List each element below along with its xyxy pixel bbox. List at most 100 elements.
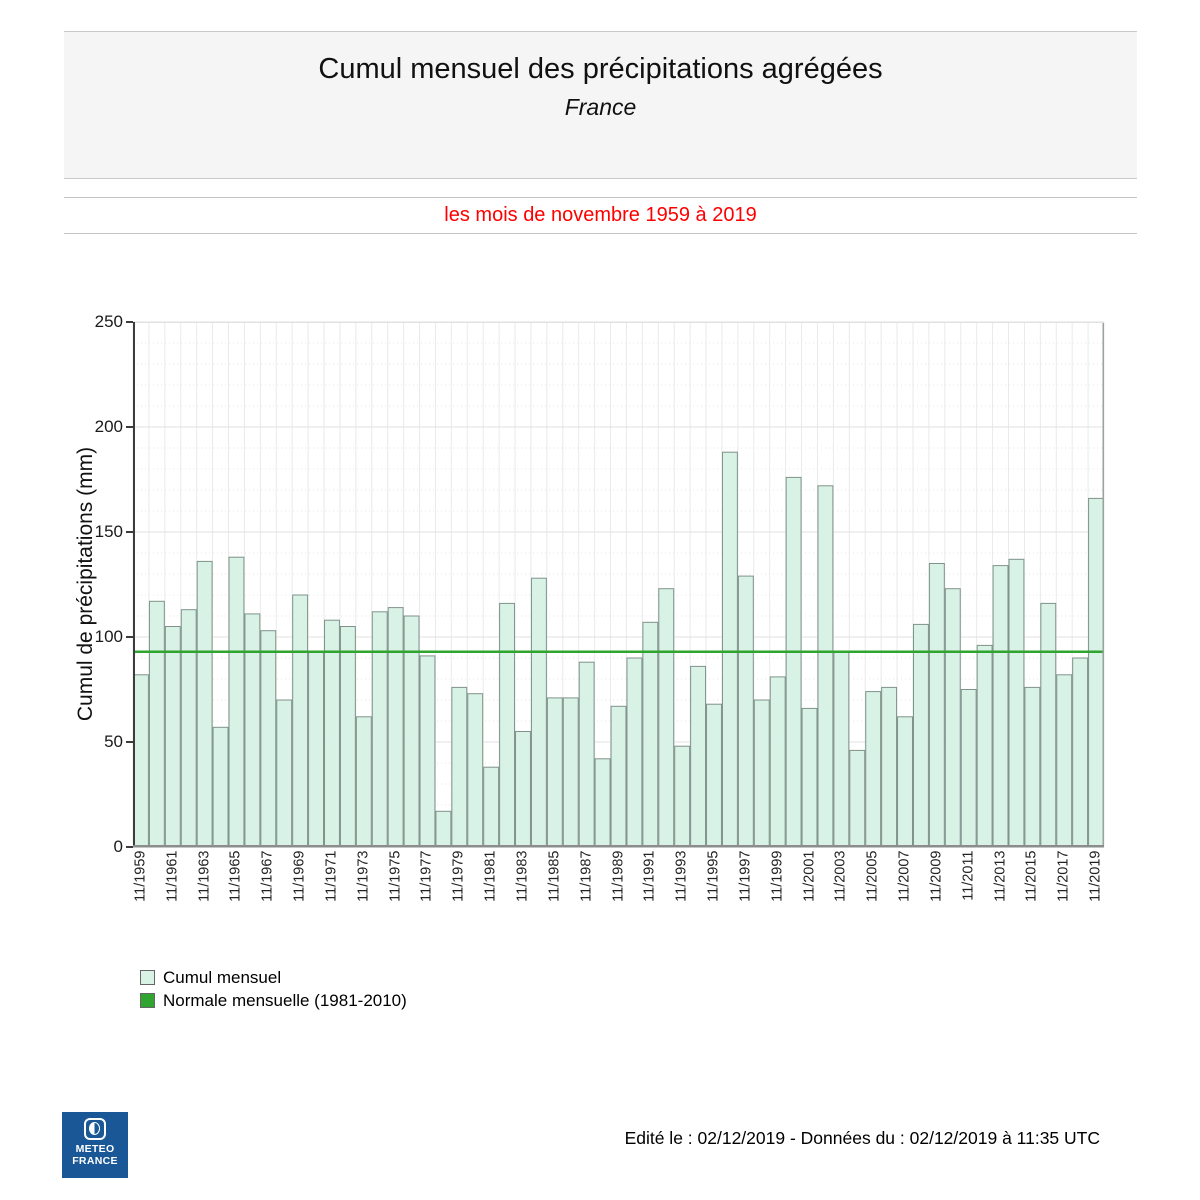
y-tick-mark <box>126 321 133 323</box>
bar-11/1959 <box>133 674 149 848</box>
bar-11/1966 <box>244 613 261 848</box>
legend-swatch-cumul-icon <box>140 970 155 985</box>
legend-label-cumul: Cumul mensuel <box>163 967 282 987</box>
x-axis-label: 11/1963 <box>196 850 213 902</box>
bar-11/2003 <box>833 651 850 848</box>
page-subtitle: France <box>564 94 637 120</box>
bar-11/2004 <box>849 749 866 848</box>
bar-11/1985 <box>546 697 563 848</box>
header-box: Cumul mensuel des précipitations agrégée… <box>64 31 1137 179</box>
period-banner: les mois de novembre 1959 à 2019 <box>64 197 1137 234</box>
bar-11/1992 <box>658 588 675 848</box>
bar-11/1977 <box>419 655 436 848</box>
x-axis-label: 11/1973 <box>355 850 372 902</box>
x-axis-label: 11/1967 <box>259 850 276 902</box>
x-axis-label: 11/2011 <box>960 850 977 901</box>
y-tick-mark <box>126 741 133 743</box>
bar-11/1980 <box>467 693 484 848</box>
x-axis-label: 11/1983 <box>514 850 531 902</box>
period-banner-text: les mois de novembre 1959 à 2019 <box>444 204 757 226</box>
bar-11/1972 <box>339 626 356 848</box>
bar-11/1963 <box>196 560 213 848</box>
x-axis-label: 11/1987 <box>578 850 595 902</box>
bar-11/1974 <box>371 611 388 848</box>
bar-11/2007 <box>897 716 913 848</box>
bar-11/1971 <box>324 619 340 848</box>
bar-11/1991 <box>642 621 659 848</box>
bar-11/2002 <box>817 485 834 848</box>
legend: Cumul mensuel Normale mensuelle (1981-20… <box>140 966 407 1012</box>
x-axis-label: 11/1971 <box>323 850 340 902</box>
legend-label-normale: Normale mensuelle (1981-2010) <box>163 990 407 1010</box>
bar-11/2017 <box>1056 674 1073 848</box>
bar-11/1960 <box>148 600 165 848</box>
bar-11/1969 <box>292 594 309 848</box>
bar-11/1964 <box>212 726 229 848</box>
bar-11/1999 <box>769 676 786 848</box>
bar-11/1996 <box>721 451 738 848</box>
bar-11/2019 <box>1088 497 1105 848</box>
y-tick-mark <box>126 531 133 533</box>
meteo-france-moon-icon <box>84 1118 106 1140</box>
x-axis-label: 11/2001 <box>801 850 818 902</box>
y-axis-label: 100 <box>94 627 123 646</box>
bar-11/1970 <box>308 651 325 848</box>
y-axis-title: Cumul de précipitations (mm) <box>74 446 97 722</box>
bar-11/1989 <box>610 705 627 848</box>
bar-11/2006 <box>881 686 898 848</box>
x-axis-label: 11/2007 <box>896 850 913 902</box>
bar-11/1973 <box>355 716 372 848</box>
y-axis-label: 0 <box>113 837 123 856</box>
x-axis-label: 11/2013 <box>992 850 1009 902</box>
x-axis-label: 11/2017 <box>1055 850 1072 902</box>
bar-11/2009 <box>928 563 945 848</box>
bar-11/1967 <box>260 630 277 848</box>
bar-11/2011 <box>960 689 977 848</box>
precipitation-chart: Cumul de précipitations (mm) 0 50 100 150 20… <box>74 312 1105 902</box>
legend-item-cumul-mensuel: Cumul mensuel <box>140 966 407 989</box>
bar-11/1988 <box>594 758 611 848</box>
bar-11/1998 <box>753 699 770 848</box>
x-axis-label: 11/2015 <box>1023 850 1040 902</box>
bar-11/1968 <box>276 699 293 848</box>
x-axis-label: 11/1991 <box>641 850 658 902</box>
bar-11/2001 <box>801 707 818 848</box>
bar-11/2008 <box>912 623 929 848</box>
bar-11/2013 <box>992 565 1009 848</box>
y-tick-mark <box>126 846 133 848</box>
bar-11/2000 <box>785 476 802 848</box>
x-axis-label: 11/1995 <box>705 850 722 902</box>
bar-11/2010 <box>944 588 961 848</box>
footer-edit-info: Edité le : 02/12/2019 - Données du : 02/… <box>624 1128 1100 1148</box>
x-axis-label: 11/1979 <box>450 850 467 902</box>
chart-canvas <box>132 321 1105 848</box>
bar-11/1995 <box>706 703 722 848</box>
bar-11/2015 <box>1024 686 1041 848</box>
x-axis-label: 11/2003 <box>832 850 849 902</box>
y-tick-mark <box>126 636 133 638</box>
bar-11/1979 <box>451 686 468 848</box>
bar-11/1993 <box>674 745 691 848</box>
x-axis-label: 11/2005 <box>864 850 881 902</box>
bar-11/1962 <box>180 609 197 848</box>
x-axis-label: 11/1961 <box>164 850 181 902</box>
bar-11/1983 <box>515 731 531 848</box>
logo-text-line1: METEO <box>75 1143 115 1155</box>
x-axis-label: 11/1981 <box>482 850 499 902</box>
x-axis-label: 11/1999 <box>769 850 786 902</box>
bar-11/1961 <box>164 626 181 848</box>
bar-11/1981 <box>483 766 500 848</box>
logo-text-line2: FRANCE <box>72 1155 118 1167</box>
bar-11/2016 <box>1040 602 1057 848</box>
x-axis-label: 11/1965 <box>227 850 244 902</box>
bar-11/1965 <box>228 556 245 848</box>
y-axis-label: 200 <box>94 417 123 436</box>
x-axis-label: 11/1975 <box>387 850 404 902</box>
bar-11/1982 <box>499 602 516 848</box>
bar-11/1990 <box>626 657 643 848</box>
bar-11/1984 <box>530 577 547 848</box>
bar-11/2012 <box>976 644 993 848</box>
bar-11/1987 <box>578 661 595 848</box>
page-title: Cumul mensuel des précipitations agrégée… <box>318 53 883 85</box>
x-axis-label: 11/1997 <box>737 850 754 902</box>
